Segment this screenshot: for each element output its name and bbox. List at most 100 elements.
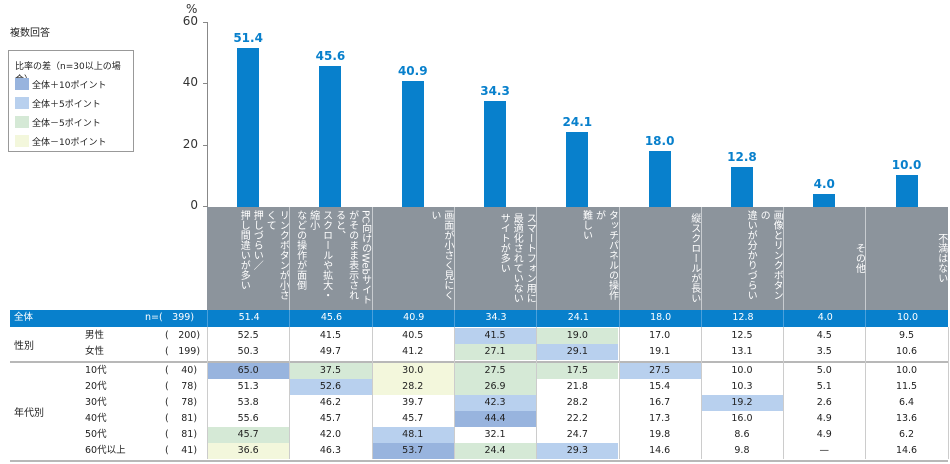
row-sample-size: ( 41) bbox=[165, 445, 198, 456]
data-label: 24.1 bbox=[562, 115, 593, 130]
table-cell: 4.0 bbox=[783, 310, 866, 327]
table-cell: 45.7 bbox=[402, 413, 424, 424]
table-cell: 48.1 bbox=[371, 427, 454, 443]
table-cell: 15.4 bbox=[649, 381, 671, 392]
y-tick-label: 60 bbox=[182, 14, 198, 28]
table-cell: 45.6 bbox=[289, 310, 372, 327]
y-axis-unit: % bbox=[186, 2, 198, 16]
table-cell: 4.9 bbox=[816, 429, 832, 440]
table-cell: 10.0 bbox=[731, 365, 753, 376]
table-cell: 42.0 bbox=[319, 429, 342, 440]
table-cell: 45.7 bbox=[207, 427, 290, 443]
table-cell: 40.9 bbox=[371, 310, 455, 327]
row-sample-size: ( 78) bbox=[165, 381, 198, 392]
row-sample-size: ( 199) bbox=[165, 346, 201, 357]
table-cell: 41.5 bbox=[453, 328, 537, 344]
y-tick-label: 40 bbox=[182, 75, 198, 90]
table-cell: 10.3 bbox=[731, 381, 753, 392]
legend-item-minus5: 全体－5ポイント bbox=[15, 115, 101, 129]
bar bbox=[319, 66, 342, 207]
category-separator bbox=[700, 207, 702, 310]
table-cell: 19.1 bbox=[649, 346, 671, 357]
data-label: 51.4 bbox=[233, 31, 263, 46]
table-cell: 40.5 bbox=[402, 330, 424, 341]
table-cell: 22.2 bbox=[566, 413, 588, 424]
table-cell: 16.7 bbox=[649, 397, 671, 408]
legend-label: 全体－5ポイント bbox=[32, 118, 101, 129]
table-cell: 26.9 bbox=[453, 379, 537, 395]
table-cell: 46.3 bbox=[319, 445, 342, 456]
table-row: 女性 ( 199) 50.3 49.7 41.2 27.1 29.1 19.1 13.1 3.5 1… bbox=[10, 344, 948, 360]
table-cell: 30.0 bbox=[371, 363, 454, 379]
bar bbox=[648, 150, 671, 207]
category-label: タッチパネルの操作が 難しい bbox=[580, 210, 618, 300]
table-cell: 2.6 bbox=[816, 397, 832, 408]
category-label: 画面が小さく見にくい bbox=[428, 210, 453, 300]
legend-item-minus10: 全体－10ポイント bbox=[15, 134, 106, 148]
legend-swatch bbox=[15, 116, 29, 128]
bar bbox=[484, 100, 507, 207]
table-row: 60代以上 ( 41) 36.6 46.3 53.7 24.4 29.3 14.6 9.8 — 14… bbox=[10, 443, 948, 459]
table-cell: 51.3 bbox=[237, 381, 259, 392]
row-label: 50代 bbox=[85, 429, 107, 440]
table-cell: 6.2 bbox=[898, 429, 915, 440]
category-separator bbox=[618, 207, 620, 310]
category-label: リンクボタンが小さくて 押しづらい／ 押し間違いが多い bbox=[238, 210, 289, 300]
category-separator bbox=[865, 207, 867, 310]
category-label-band bbox=[207, 207, 948, 310]
bar bbox=[566, 132, 589, 207]
group-divider bbox=[10, 361, 948, 363]
row-sample-size: n=( 399) bbox=[145, 312, 195, 323]
table-cell: 17.0 bbox=[649, 330, 671, 341]
legend-item-plus10: 全体＋10ポイント bbox=[15, 77, 106, 91]
table-cell: 9.5 bbox=[898, 330, 915, 341]
table-cell: 19.2 bbox=[700, 395, 784, 411]
y-tick-mark bbox=[203, 22, 207, 23]
category-label: その他 bbox=[853, 243, 865, 273]
table-cell: 18.0 bbox=[618, 310, 702, 327]
table-cell: 10.0 bbox=[895, 365, 918, 376]
table-cell: 41.5 bbox=[319, 330, 342, 341]
table-cell: 10.0 bbox=[865, 310, 948, 327]
legend-item-plus5: 全体＋5ポイント bbox=[15, 96, 101, 110]
table-cell: 28.2 bbox=[371, 379, 454, 395]
bar bbox=[730, 166, 753, 207]
multiple-answer-note: 複数回答 bbox=[10, 28, 50, 39]
table-cell: 17.5 bbox=[536, 363, 619, 379]
table-cell: 9.8 bbox=[734, 445, 750, 456]
legend-swatch bbox=[15, 135, 29, 147]
row-sample-size: ( 40) bbox=[165, 365, 198, 376]
bar bbox=[895, 175, 918, 207]
table-column-line bbox=[371, 327, 373, 459]
table-column-line bbox=[865, 327, 867, 459]
table-cell: 29.3 bbox=[536, 443, 619, 459]
table-cell: 45.7 bbox=[319, 413, 342, 424]
table-cell: 10.6 bbox=[895, 346, 918, 357]
y-tick-label: 0 bbox=[190, 198, 198, 212]
data-label: 12.8 bbox=[727, 149, 757, 164]
y-tick-mark bbox=[203, 83, 207, 85]
table-cell: 24.4 bbox=[453, 443, 537, 459]
row-sample-size: ( 200) bbox=[165, 330, 201, 341]
table-cell: 3.5 bbox=[816, 346, 832, 357]
table-row: 30代 ( 78) 53.8 46.2 39.7 42.3 28.2 16.7 19.2 2.6 6… bbox=[10, 395, 948, 411]
category-separator bbox=[453, 207, 455, 310]
bar bbox=[237, 48, 260, 207]
category-separator bbox=[536, 207, 538, 310]
table-cell: 27.5 bbox=[618, 363, 701, 379]
row-label: 20代 bbox=[85, 381, 107, 392]
row-sample-size: ( 81) bbox=[165, 429, 198, 440]
table-cell: 28.2 bbox=[566, 397, 588, 408]
table-cell: 49.7 bbox=[319, 346, 342, 357]
category-label: 画像とリンクボタンの 違いが分かりづらい bbox=[745, 210, 783, 300]
table-column-line bbox=[207, 327, 208, 459]
row-sample-size: ( 81) bbox=[165, 413, 198, 424]
legend-label: 全体＋5ポイント bbox=[32, 99, 101, 110]
category-label: スマートフォン用に 最適化されていない サイトが多い bbox=[498, 213, 536, 303]
category-separator bbox=[289, 207, 291, 310]
table-row-total: 全体 n=( 399) 51.4 45.6 40.9 34.3 24.1 18.0 12.8 4.… bbox=[10, 310, 948, 327]
category-label: 不満はない bbox=[935, 233, 947, 283]
table-cell: 34.3 bbox=[453, 310, 537, 327]
table-cell: 24.7 bbox=[566, 429, 588, 440]
table-cell: 52.5 bbox=[237, 330, 259, 341]
